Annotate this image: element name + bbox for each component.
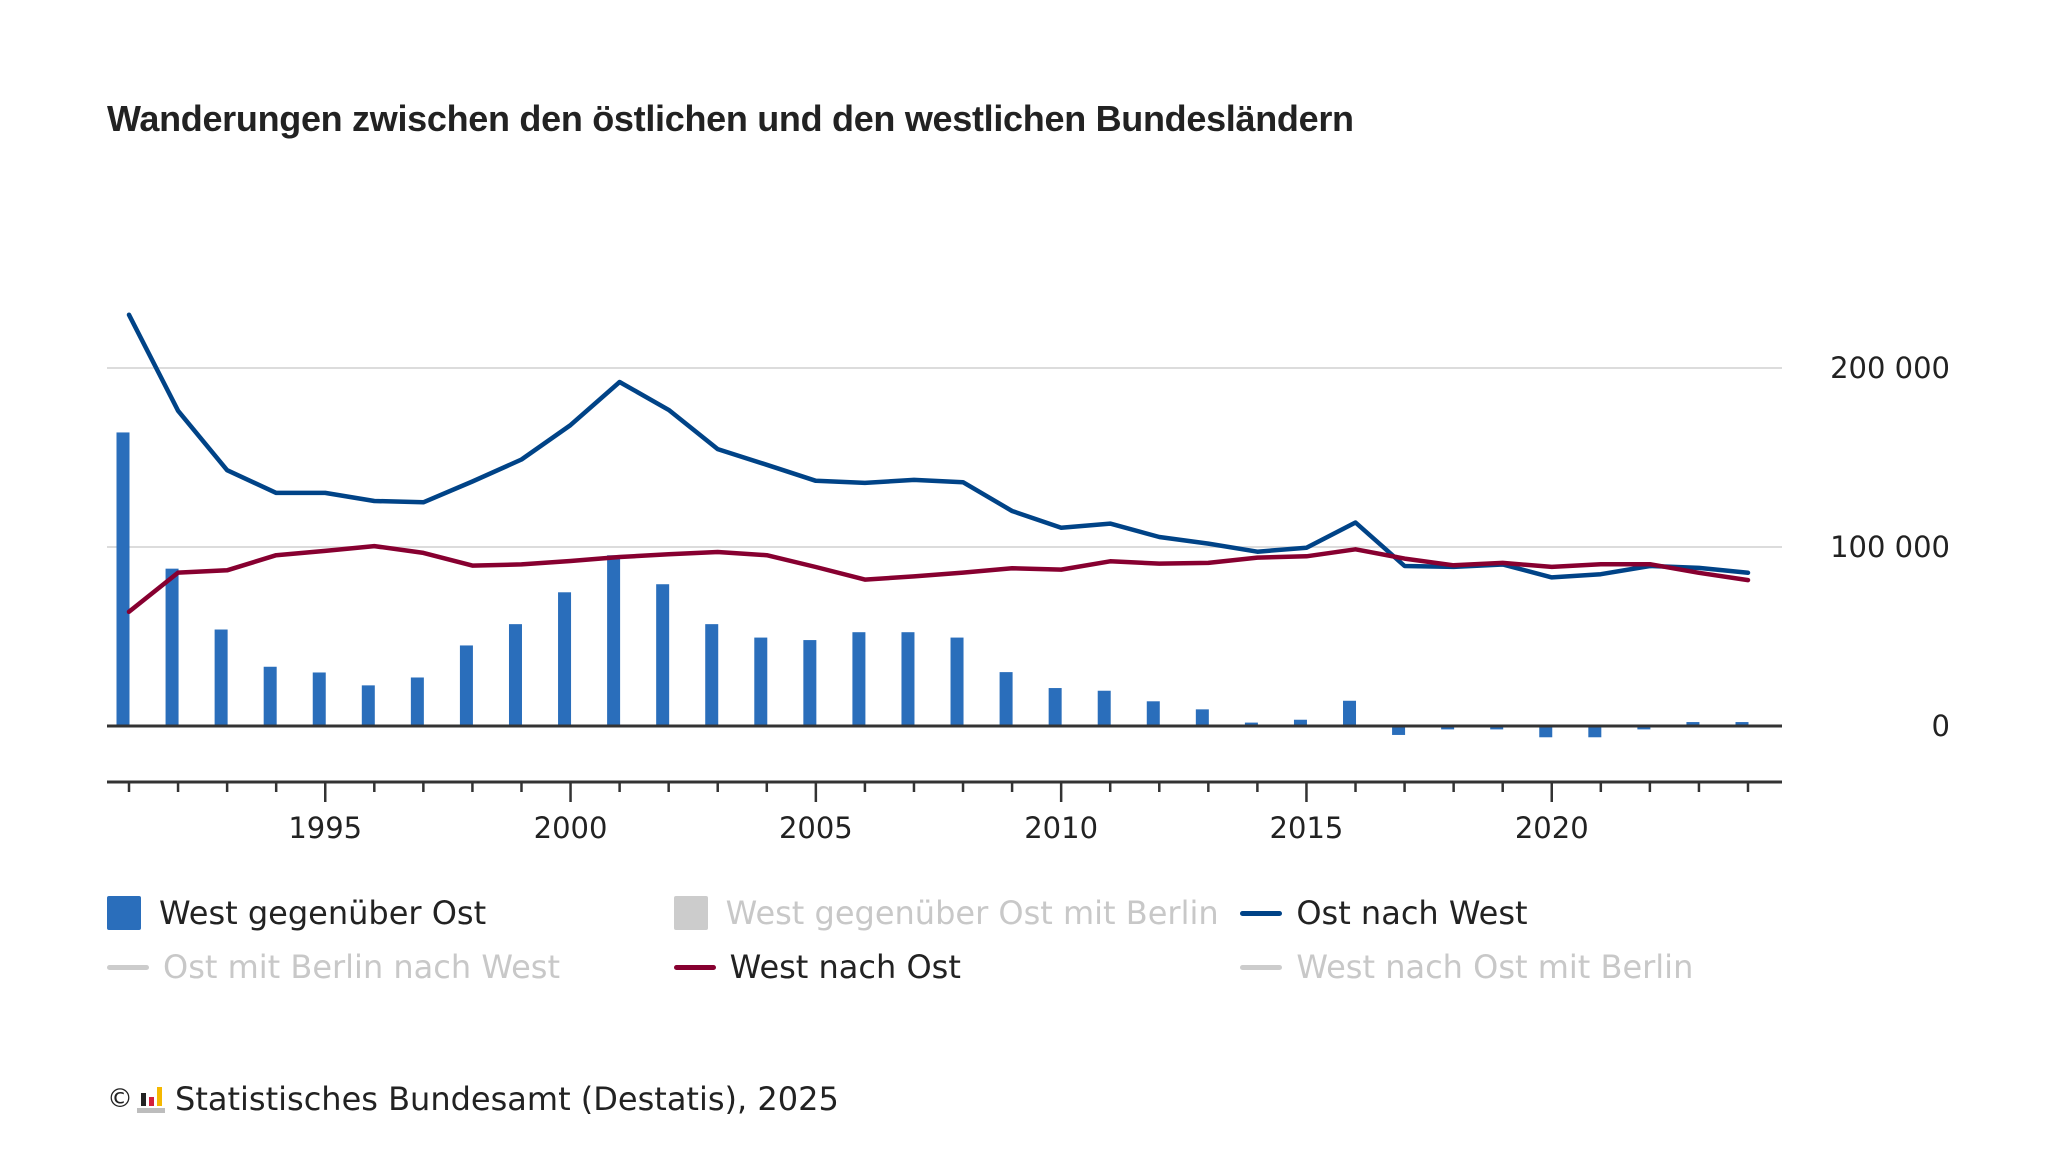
legend: West gegenüber Ost West gegenüber Ost mi… xyxy=(107,886,1807,994)
legend-item-west-gegenueber-ost-mit-berlin[interactable]: West gegenüber Ost mit Berlin xyxy=(673,894,1241,932)
bar-2018 xyxy=(1441,726,1455,730)
legend-label: West gegenüber Ost xyxy=(159,894,487,932)
bar-2014 xyxy=(1244,722,1258,726)
bar-2004 xyxy=(754,637,768,726)
bar-2015 xyxy=(1293,719,1307,726)
bar-2010 xyxy=(1048,688,1062,726)
legend-item-west-nach-ost[interactable]: West nach Ost xyxy=(673,948,1241,986)
bar-1993 xyxy=(214,629,228,726)
legend-label: West nach Ost xyxy=(729,948,961,986)
legend-label: Ost nach West xyxy=(1296,894,1528,932)
bar-1995 xyxy=(312,672,326,726)
chart-plot: 0 100 000 200 000 1995 2000 2005 2010 2015 2020 xyxy=(107,312,1950,845)
source-text[interactable]: Statistisches Bundesamt (Destatis), 2025 xyxy=(175,1080,839,1118)
legend-label: Ost mit Berlin nach West xyxy=(163,948,560,986)
bar-2021 xyxy=(1588,726,1602,738)
line-series xyxy=(126,312,1751,615)
bar-series-west-gegenueber-ost xyxy=(116,432,1749,738)
bar-2016 xyxy=(1343,700,1357,726)
legend-swatch-line xyxy=(673,964,716,970)
bar-2019 xyxy=(1490,726,1504,730)
bar-1999 xyxy=(508,624,522,726)
bar-1992 xyxy=(165,568,179,726)
bar-2003 xyxy=(705,624,719,726)
legend-label: West nach Ost mit Berlin xyxy=(1296,948,1694,986)
bar-2000 xyxy=(558,592,572,726)
x-axis: 1995 2000 2005 2010 2015 2020 xyxy=(107,780,1782,845)
bar-2007 xyxy=(901,632,915,726)
x-tick-label: 2020 xyxy=(1515,811,1589,845)
legend-swatch-line xyxy=(1240,964,1283,970)
bar-1991 xyxy=(116,432,130,726)
legend-swatch-box xyxy=(673,896,708,930)
y-tick-label: 0 xyxy=(1932,709,1950,743)
bar-2002 xyxy=(656,584,670,726)
legend-swatch-line xyxy=(1240,910,1283,916)
destatis-logo-icon xyxy=(137,1086,165,1113)
legend-swatch-box xyxy=(107,896,141,930)
legend-swatch-line xyxy=(107,964,149,970)
bar-2020 xyxy=(1539,726,1553,738)
legend-item-ost-mit-berlin-nach-west[interactable]: Ost mit Berlin nach West xyxy=(107,948,674,986)
gridlines xyxy=(107,367,1782,548)
x-tick-label: 2000 xyxy=(534,811,608,845)
bar-2017 xyxy=(1392,726,1406,735)
x-tick-label: 2010 xyxy=(1024,811,1098,845)
bar-2023 xyxy=(1686,722,1700,726)
legend-item-ost-nach-west[interactable]: Ost nach West xyxy=(1240,894,1807,932)
bar-2011 xyxy=(1097,690,1111,726)
x-tick-label: 1995 xyxy=(288,811,362,845)
bar-2012 xyxy=(1146,701,1160,726)
chart-title: Wanderungen zwischen den östlichen und d… xyxy=(107,98,1354,139)
x-tick-label: 2015 xyxy=(1270,811,1344,845)
y-tick-label: 200 000 xyxy=(1830,351,1950,385)
legend-row-1: West gegenüber Ost West gegenüber Ost mi… xyxy=(107,886,1807,940)
legend-label: West gegenüber Ost mit Berlin xyxy=(725,894,1219,932)
bar-1996 xyxy=(361,685,375,726)
legend-item-west-gegenueber-ost[interactable]: West gegenüber Ost xyxy=(107,894,674,932)
bar-2009 xyxy=(999,672,1013,726)
y-tick-label: 100 000 xyxy=(1830,530,1950,564)
bar-2022 xyxy=(1637,726,1651,730)
line-ost-nach-west xyxy=(126,312,1751,580)
bar-2024 xyxy=(1735,722,1749,726)
y-axis-labels: 0 100 000 200 000 xyxy=(1830,351,1950,743)
bar-2013 xyxy=(1195,709,1209,726)
bar-2006 xyxy=(852,632,866,726)
copyright-icon: © xyxy=(107,1084,133,1114)
bar-2008 xyxy=(950,637,964,726)
legend-item-west-nach-ost-mit-berlin[interactable]: West nach Ost mit Berlin xyxy=(1240,948,1807,986)
bar-1998 xyxy=(459,645,473,726)
x-tick-label: 2005 xyxy=(779,811,853,845)
line-west-nach-ost xyxy=(126,543,1751,615)
bar-2005 xyxy=(803,640,817,726)
bar-2001 xyxy=(607,555,621,726)
bar-1997 xyxy=(410,677,424,726)
legend-row-2: Ost mit Berlin nach West West nach Ost W… xyxy=(107,940,1807,994)
source-footer: © Statistisches Bundesamt (Destatis), 20… xyxy=(107,1080,839,1118)
bar-1994 xyxy=(263,666,277,726)
